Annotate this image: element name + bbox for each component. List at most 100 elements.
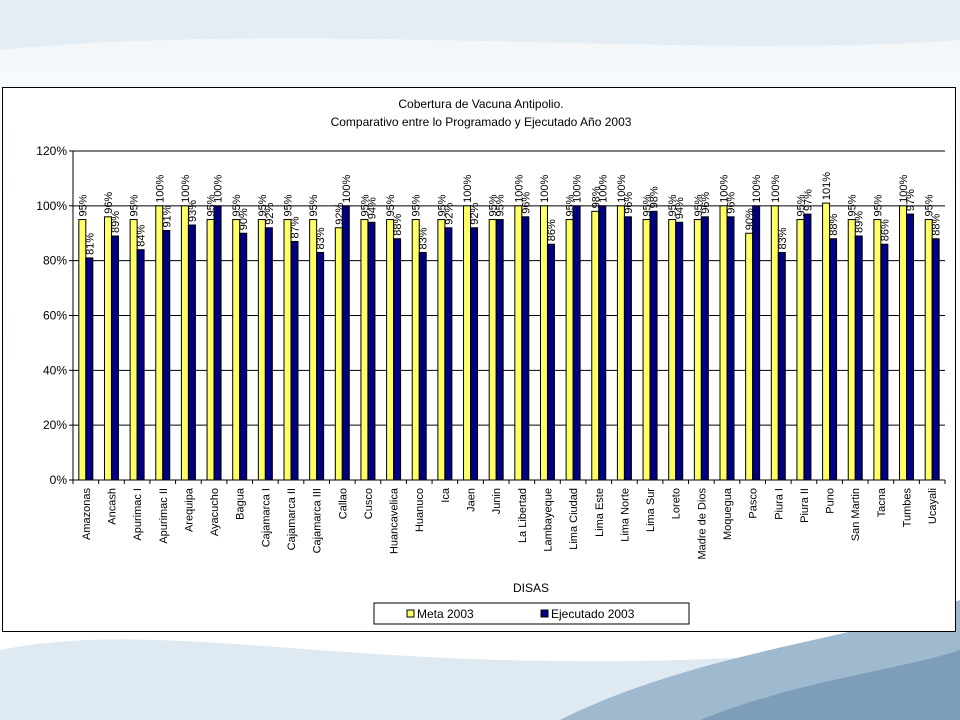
data-label-ejecutado: 94% <box>674 197 686 219</box>
bar-ejecutado <box>649 210 658 481</box>
data-label-meta: 95% <box>411 194 423 216</box>
data-label-ejecutado: 100% <box>341 174 353 202</box>
bar-ejecutado <box>495 219 504 481</box>
bar-ejecutado <box>290 240 299 481</box>
legend-swatch-ejecutado <box>540 609 549 618</box>
x-tick-label: Tacna <box>876 487 888 517</box>
data-label-meta: 95% <box>488 194 500 216</box>
data-label-meta: 95% <box>565 194 577 216</box>
data-label-ejecutado: 83% <box>315 227 327 249</box>
x-tick-label: Madre de Dios <box>696 488 708 560</box>
data-label-ejecutado: 83% <box>418 227 430 249</box>
bar-meta <box>78 219 87 481</box>
data-label-ejecutado: 92% <box>469 203 481 225</box>
legend: Meta 2003 Ejecutado 2003 <box>373 602 690 625</box>
data-label-meta: 95% <box>257 194 269 216</box>
bar-ejecutado <box>829 238 838 481</box>
data-label-meta: 95% <box>693 194 705 216</box>
x-tick-label: Ancash <box>106 488 118 525</box>
bar-meta <box>539 205 548 481</box>
bar-ejecutado <box>470 227 479 481</box>
data-label-ejecutado: 91% <box>161 205 173 227</box>
x-tick-label: Huancavelica <box>389 487 401 554</box>
bar-ejecutado <box>162 230 171 481</box>
bar-meta <box>463 205 472 481</box>
data-label-ejecutado: 96% <box>700 192 712 214</box>
data-label-ejecutado: 88% <box>828 213 840 235</box>
data-label-meta: 100% <box>180 174 192 202</box>
bar-meta <box>488 219 497 481</box>
data-label-ejecutado: 83% <box>777 227 789 249</box>
bar-meta <box>822 202 831 481</box>
x-tick-label: Lima Norte <box>619 488 631 542</box>
y-axis: 0% 20% 40% 60% 80% 100% 120% <box>36 144 74 487</box>
x-tick-label: Puno <box>825 488 837 514</box>
bar-meta <box>642 219 651 481</box>
y-tick-label: 20% <box>43 418 67 432</box>
bar-meta <box>257 219 266 481</box>
x-tick-label: Apurimac I <box>132 488 144 541</box>
data-label-ejecutado: 94% <box>366 197 378 219</box>
bar-ejecutado <box>623 216 632 481</box>
bar-ejecutado <box>85 257 94 481</box>
bar-ejecutado <box>264 227 273 481</box>
data-label-ejecutado: 97% <box>905 189 917 211</box>
bar-meta <box>232 219 241 481</box>
data-label-meta: 95% <box>847 194 859 216</box>
data-label-meta: 95% <box>231 194 243 216</box>
legend-box <box>373 602 690 625</box>
bar-meta <box>899 205 908 481</box>
x-tick-label: Pasco <box>748 488 760 519</box>
bar-ejecutado <box>752 205 761 481</box>
bar-ejecutado <box>854 235 863 481</box>
bar-meta <box>129 219 138 481</box>
data-label-ejecutado: 88% <box>931 213 943 235</box>
bar-meta <box>719 205 728 481</box>
bar-meta <box>873 219 882 481</box>
data-label-meta: 95% <box>283 194 295 216</box>
data-label-meta: 95% <box>385 194 397 216</box>
bar-meta <box>565 219 574 481</box>
data-label-ejecutado: 100% <box>751 174 763 202</box>
bar-ejecutado <box>598 205 607 481</box>
bars-group <box>78 202 940 481</box>
data-label-ejecutado: 92% <box>264 203 276 225</box>
y-tick-label: 40% <box>43 363 67 377</box>
x-axis: Amazonas Ancash Apurimac I Apurimac II Arequ… <box>72 479 946 560</box>
bar-ejecutado <box>187 224 196 481</box>
bar-ejecutado <box>572 205 581 481</box>
data-label-meta: 95% <box>795 194 807 216</box>
bar-meta <box>591 210 600 481</box>
bar-ejecutado <box>367 221 376 481</box>
x-tick-label: Piura II <box>799 488 811 523</box>
bar-ejecutado <box>521 216 530 481</box>
bar-ejecutado <box>777 251 786 481</box>
bar-meta <box>693 219 702 481</box>
x-tick-label: Lambayeque <box>542 488 554 552</box>
data-label-meta: 98% <box>590 186 602 208</box>
x-tick-label: Moquegua <box>722 487 734 540</box>
data-label-ejecutado: 93% <box>187 200 199 222</box>
legend-label-meta: Meta 2003 <box>417 607 474 621</box>
bar-ejecutado <box>136 249 145 481</box>
bar-meta <box>180 205 189 481</box>
data-label-ejecutado: 97% <box>802 189 814 211</box>
bar-ejecutado <box>393 238 402 481</box>
x-tick-label: Apurimac II <box>158 488 170 544</box>
bar-ejecutado <box>418 251 427 481</box>
data-label-ejecutado: 89% <box>110 211 122 233</box>
data-label-ejecutado: 86% <box>879 219 891 241</box>
data-label-meta: 100% <box>462 174 474 202</box>
bar-ejecutado <box>316 251 325 481</box>
bar-labels-group: 95%81%96%89%95%84%100%91%100%93% 95%100%9… <box>77 172 942 255</box>
data-label-meta: 96% <box>103 192 115 214</box>
data-label-ejecutado: 90% <box>238 208 250 230</box>
bar-meta <box>514 205 523 481</box>
bar-meta <box>283 219 292 481</box>
data-label-meta: 95% <box>872 194 884 216</box>
x-tick-label: Cusco <box>363 488 375 519</box>
x-tick-label: Amazonas <box>81 488 93 540</box>
chart-title: Cobertura de Vacuna Antipolio. <box>398 97 563 111</box>
x-tick-label: Huanuco <box>414 488 426 532</box>
x-axis-title: DISAS <box>513 581 549 595</box>
